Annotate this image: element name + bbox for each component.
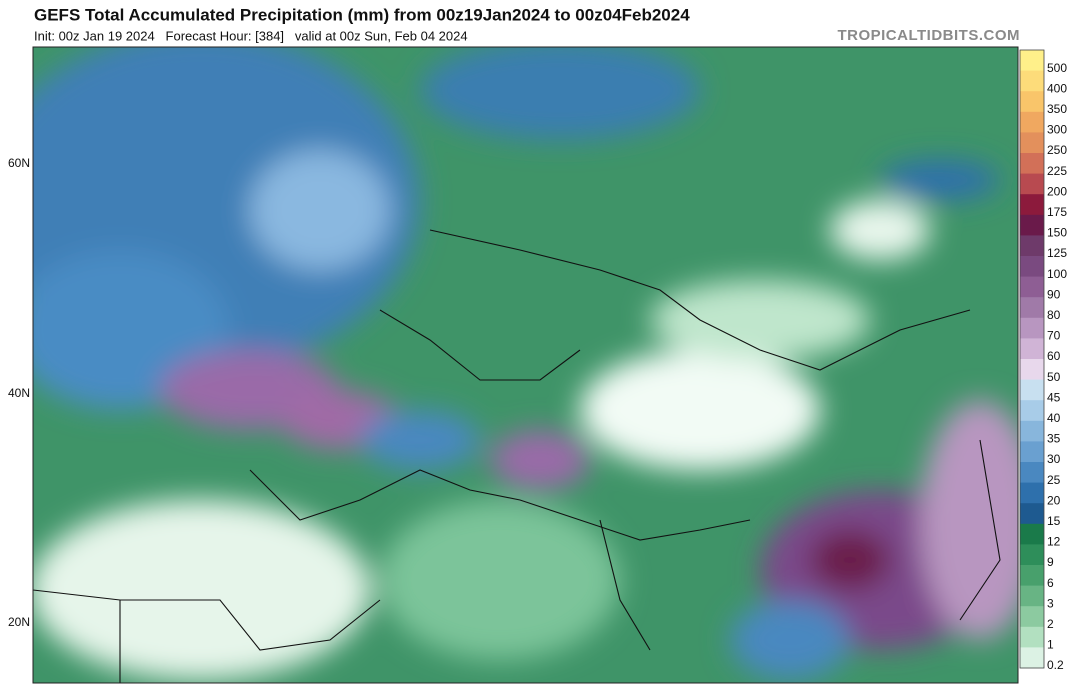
colorbar-label: 225	[1047, 164, 1067, 178]
colorbar-label: 175	[1047, 205, 1067, 219]
colorbar-swatch	[1020, 585, 1044, 607]
colorbar-swatch	[1020, 132, 1044, 154]
colorbar-label: 200	[1047, 184, 1067, 198]
colorbar-swatch	[1020, 70, 1044, 92]
borders	[33, 229, 1001, 683]
credit: TROPICALTIDBITS.COM	[837, 27, 1020, 44]
colorbar-label: 350	[1047, 102, 1067, 116]
colorbar-label: 0.2	[1047, 658, 1064, 672]
colorbar: 5004003503002502252001751501251009080706…	[1019, 49, 1067, 672]
colorbar-swatch	[1020, 544, 1044, 566]
colorbar-label: 12	[1047, 535, 1061, 549]
colorbar-swatch	[1020, 606, 1044, 628]
latitude-label: 40N	[8, 386, 30, 400]
colorbar-swatch	[1020, 420, 1044, 442]
colorbar-label: 35	[1047, 432, 1061, 446]
colorbar-swatch	[1020, 256, 1044, 278]
colorbar-swatch	[1020, 523, 1044, 545]
colorbar-label: 80	[1047, 308, 1061, 322]
colorbar-swatch	[1020, 647, 1044, 669]
colorbar-swatch	[1020, 482, 1044, 504]
colorbar-label: 50	[1047, 370, 1061, 384]
colorbar-label: 1	[1047, 638, 1054, 652]
colorbar-label: 125	[1047, 246, 1067, 260]
colorbar-label: 400	[1047, 81, 1067, 95]
subtitle: Init: 00z Jan 19 2024 Forecast Hour: [38…	[34, 28, 468, 43]
latitude-label: 60N	[8, 156, 30, 170]
colorbar-frame	[1019, 49, 1045, 669]
colorbar-label: 6	[1047, 576, 1054, 590]
colorbar-swatch	[1020, 276, 1044, 298]
colorbar-swatch	[1020, 503, 1044, 525]
colorbar-swatch	[1020, 173, 1044, 195]
colorbar-swatch	[1020, 91, 1044, 113]
colorbar-label: 3	[1047, 596, 1054, 610]
colorbar-label: 150	[1047, 226, 1067, 240]
colorbar-label: 500	[1047, 61, 1067, 75]
latitude-label: 20N	[8, 615, 30, 629]
colorbar-swatch	[1020, 379, 1044, 401]
colorbar-swatch	[1020, 50, 1044, 72]
colorbar-label: 250	[1047, 143, 1067, 157]
colorbar-label: 90	[1047, 287, 1061, 301]
colorbar-label: 2	[1047, 617, 1054, 631]
colorbar-label: 40	[1047, 411, 1061, 425]
map	[33, 47, 1018, 683]
colorbar-swatch	[1020, 194, 1044, 216]
colorbar-label: 20	[1047, 493, 1061, 507]
colorbar-label: 45	[1047, 390, 1061, 404]
title: GEFS Total Accumulated Precipitation (mm…	[34, 5, 690, 24]
colorbar-label: 30	[1047, 452, 1061, 466]
colorbar-swatch	[1020, 317, 1044, 339]
colorbar-label: 60	[1047, 349, 1061, 363]
colorbar-swatch	[1020, 153, 1044, 175]
colorbar-swatch	[1020, 565, 1044, 587]
colorbar-label: 15	[1047, 514, 1061, 528]
colorbar-swatch	[1020, 338, 1044, 360]
colorbar-swatch	[1020, 462, 1044, 484]
colorbar-label: 70	[1047, 329, 1061, 343]
colorbar-swatch	[1020, 359, 1044, 381]
colorbar-swatch	[1020, 626, 1044, 648]
colorbar-label: 300	[1047, 123, 1067, 137]
colorbar-label: 9	[1047, 555, 1054, 569]
colorbar-label: 25	[1047, 473, 1061, 487]
colorbar-swatch	[1020, 297, 1044, 319]
map-frame	[32, 46, 1019, 684]
colorbar-swatch	[1020, 111, 1044, 133]
colorbar-swatch	[1020, 235, 1044, 257]
colorbar-swatch	[1020, 441, 1044, 463]
colorbar-swatch	[1020, 400, 1044, 422]
colorbar-label: 100	[1047, 267, 1067, 281]
colorbar-swatch	[1020, 214, 1044, 236]
